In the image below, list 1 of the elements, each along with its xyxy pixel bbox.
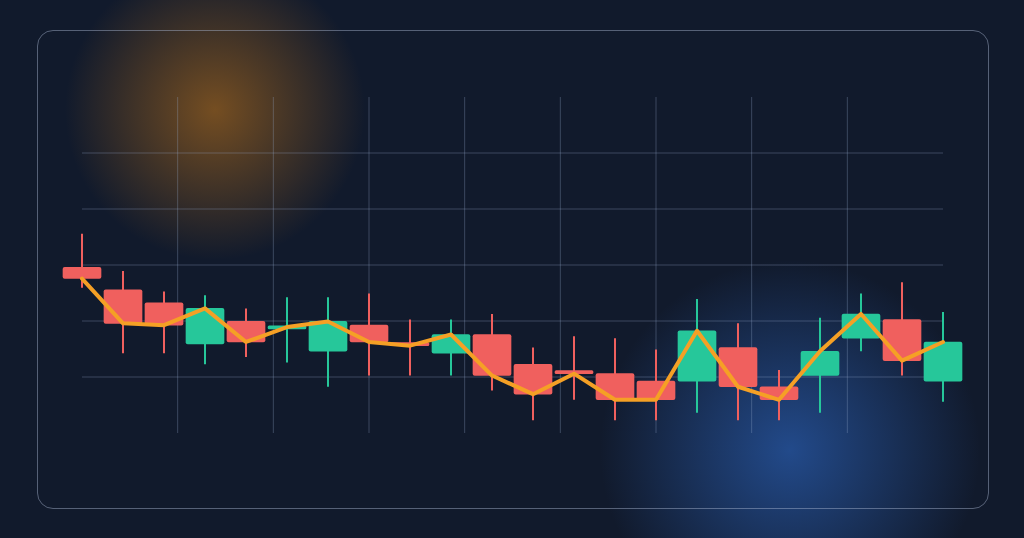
candlestick bbox=[554, 335, 594, 401]
